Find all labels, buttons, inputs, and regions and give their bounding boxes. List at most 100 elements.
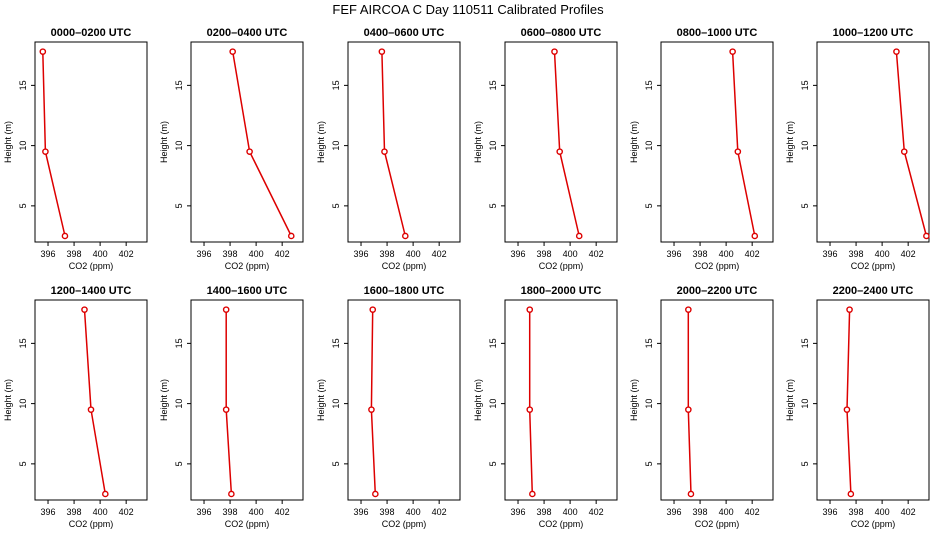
x-tick-label: 396 — [511, 507, 526, 517]
x-tick-label: 400 — [563, 249, 578, 259]
y-axis-label: Height (m) — [3, 379, 13, 421]
panel-title: 0600–0800 UTC — [521, 27, 602, 39]
panel-title: 0800–1000 UTC — [677, 27, 758, 39]
y-axis-label: Height (m) — [785, 379, 795, 421]
x-tick-label: 396 — [667, 249, 682, 259]
y-tick-label: 15 — [800, 80, 810, 90]
data-point — [556, 148, 563, 155]
x-tick-label: 400 — [406, 249, 421, 259]
y-tick-label: 10 — [800, 141, 810, 151]
x-axis-label: CO2 (ppm) — [695, 261, 740, 271]
x-tick-label: 400 — [93, 507, 108, 517]
data-point — [734, 148, 742, 155]
x-axis-label: CO2 (ppm) — [539, 519, 584, 529]
x-axis-label: CO2 (ppm) — [695, 519, 740, 529]
x-tick-label: 398 — [223, 249, 238, 259]
profile-line — [225, 309, 233, 495]
x-axis-label: CO2 (ppm) — [539, 261, 584, 271]
profile-line — [370, 309, 377, 495]
chart-panel-1: 0000–0200 UTC 396 398 400 402 5 10 15 CO2 (ppm) H… — [3, 27, 148, 271]
data-point — [42, 148, 49, 155]
y-tick-label: 5 — [18, 461, 28, 466]
x-tick-label: 396 — [354, 249, 369, 259]
y-axis-label: Height (m) — [785, 121, 795, 163]
chart-panel-10: 1800–2000 UTC 396 398 400 402 5 10 15 CO2 (ppm) H… — [473, 285, 618, 529]
chart-panel-9: 1600–1800 UTC 396 398 400 402 5 10 15 CO2 (ppm) H… — [316, 285, 461, 529]
data-point — [39, 48, 47, 55]
chart-panel-4: 0600–0800 UTC 396 398 400 402 5 10 15 CO2 (ppm) H… — [473, 27, 618, 271]
plot-frame — [347, 41, 461, 243]
x-tick-label: 400 — [249, 249, 264, 259]
profile-line — [231, 51, 292, 237]
data-point — [246, 148, 253, 155]
y-tick-label: 15 — [18, 338, 28, 348]
data-point — [923, 232, 930, 240]
data-point — [87, 406, 95, 413]
x-tick-label: 402 — [901, 507, 916, 517]
plot-frame — [190, 299, 304, 501]
data-point — [229, 48, 236, 55]
profile-line — [687, 309, 692, 495]
x-tick-label: 398 — [380, 249, 395, 259]
y-axis-label: Height (m) — [316, 121, 326, 163]
panel-title: 2000–2200 UTC — [677, 285, 758, 297]
x-tick-label: 398 — [849, 249, 864, 259]
y-tick-label: 5 — [174, 461, 184, 466]
y-tick-label: 10 — [331, 141, 341, 151]
x-tick-label: 398 — [537, 249, 552, 259]
y-axis-label: Height (m) — [629, 379, 639, 421]
y-tick-label: 5 — [800, 203, 810, 208]
data-point — [843, 406, 851, 413]
x-tick-label: 398 — [693, 507, 708, 517]
x-tick-label: 398 — [223, 507, 238, 517]
y-axis-label: Height (m) — [159, 121, 169, 163]
figure-title: FEF AIRCOA C Day 110511 Calibrated Profi… — [332, 2, 604, 17]
x-tick-label: 402 — [745, 249, 760, 259]
x-tick-label: 400 — [719, 507, 734, 517]
x-tick-label: 402 — [119, 249, 134, 259]
chart-panel-7: 1200–1400 UTC 396 398 400 402 5 10 15 CO2 (ppm) H… — [3, 285, 148, 529]
plot-frame — [504, 41, 618, 243]
plot-frame — [660, 41, 774, 243]
x-axis-label: CO2 (ppm) — [851, 261, 896, 271]
panel-title: 0200–0400 UTC — [207, 27, 288, 39]
y-tick-label: 5 — [18, 203, 28, 208]
chart-panel-2: 0200–0400 UTC 396 398 400 402 5 10 15 CO2 (ppm) H… — [159, 27, 304, 271]
y-axis-label: Height (m) — [3, 121, 13, 163]
profile-line — [381, 51, 407, 237]
y-tick-label: 10 — [644, 399, 654, 409]
x-tick-label: 400 — [563, 507, 578, 517]
data-point — [368, 406, 375, 413]
y-axis-label: Height (m) — [316, 379, 326, 421]
x-tick-label: 402 — [119, 507, 134, 517]
x-tick-label: 402 — [432, 249, 447, 259]
chart-panel-8: 1400–1600 UTC 396 398 400 402 5 10 15 CO2 (ppm) H… — [159, 285, 304, 529]
y-axis-label: Height (m) — [473, 121, 483, 163]
y-tick-label: 10 — [488, 141, 498, 151]
x-axis-label: CO2 (ppm) — [382, 519, 427, 529]
x-tick-label: 400 — [406, 507, 421, 517]
panel-title: 1800–2000 UTC — [521, 285, 602, 297]
panel-title: 2200–2400 UTC — [833, 285, 914, 297]
x-tick-label: 396 — [823, 507, 838, 517]
data-point — [378, 48, 386, 55]
x-axis-label: CO2 (ppm) — [225, 261, 270, 271]
y-tick-label: 15 — [488, 338, 498, 348]
panel-title: 0000–0200 UTC — [51, 27, 132, 39]
y-tick-label: 5 — [174, 203, 184, 208]
data-point — [575, 232, 583, 240]
y-tick-label: 15 — [331, 338, 341, 348]
y-tick-label: 10 — [644, 141, 654, 151]
x-tick-label: 402 — [589, 249, 604, 259]
x-axis-label: CO2 (ppm) — [382, 261, 427, 271]
data-point — [102, 490, 109, 498]
data-point — [372, 490, 379, 498]
panel-title: 0400–0600 UTC — [364, 27, 445, 39]
y-tick-label: 5 — [644, 203, 654, 208]
x-tick-label: 398 — [849, 507, 864, 517]
y-tick-label: 10 — [174, 399, 184, 409]
x-tick-label: 398 — [380, 507, 395, 517]
plot-frame — [816, 41, 930, 243]
profile-line — [553, 51, 580, 237]
y-tick-label: 10 — [174, 141, 184, 151]
